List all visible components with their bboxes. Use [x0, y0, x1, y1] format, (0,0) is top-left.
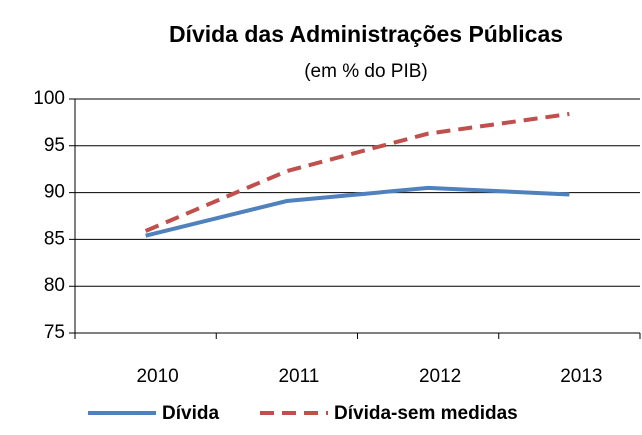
chart-title: Dívida das Administrações Públicas	[169, 21, 563, 47]
line-series	[145, 185, 570, 238]
x-tick-label: 2013	[560, 366, 602, 387]
y-tick-label: 80	[44, 275, 65, 296]
y-tick-label: 100	[33, 88, 65, 109]
y-tick-label: 75	[44, 322, 65, 343]
chart-subtitle: (em % do PIB)	[304, 61, 428, 82]
legend-label: Dívida	[162, 403, 219, 424]
y-tick-label: 90	[44, 182, 65, 203]
x-tick-label: 2012	[419, 366, 461, 387]
y-tick-label: 95	[44, 135, 65, 156]
legend-label: Dívida-sem medidas	[334, 403, 518, 424]
line-series	[144, 111, 570, 233]
y-tick-label: 85	[44, 228, 65, 249]
x-tick-label: 2011	[278, 366, 319, 387]
x-tick-label: 2010	[136, 366, 178, 387]
